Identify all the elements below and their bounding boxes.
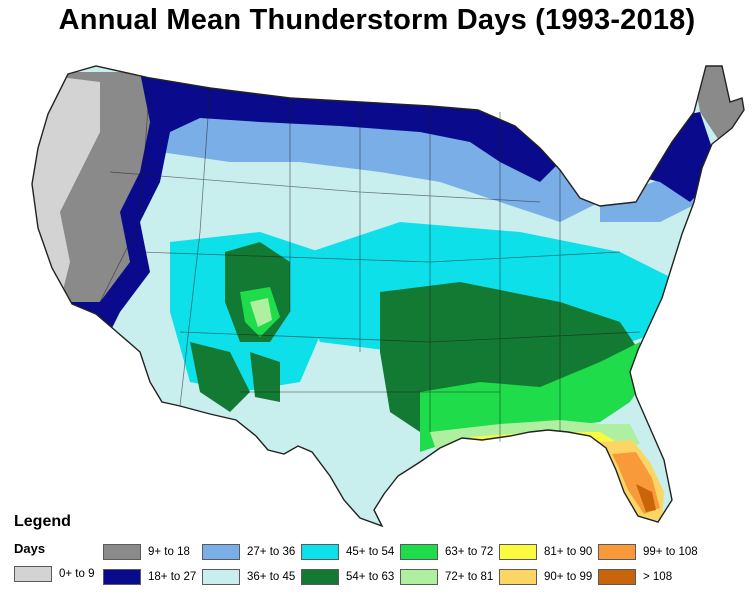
legend-swatch: [103, 569, 141, 585]
legend-label: 9+ to 18: [148, 546, 190, 558]
legend-label: 18+ to 27: [148, 571, 197, 583]
legend-swatch: [400, 544, 438, 560]
legend-label: 0+ to 9: [59, 568, 95, 580]
legend-label: 90+ to 99: [544, 571, 593, 583]
legend-label: 99+ to 108: [643, 546, 698, 558]
legend-swatch: [598, 569, 636, 585]
legend-swatch: [202, 569, 240, 585]
legend-label: 63+ to 72: [445, 546, 494, 558]
legend-swatch: [103, 544, 141, 560]
legend-label: 72+ to 81: [445, 571, 494, 583]
legend-label: 54+ to 63: [346, 571, 395, 583]
legend-label: 27+ to 36: [247, 546, 296, 558]
legend-label: 81+ to 90: [544, 546, 593, 558]
legend-swatch: [400, 569, 438, 585]
us-thunderstorm-map: [0, 52, 754, 532]
legend-swatch: [499, 544, 537, 560]
legend-subtitle: Days: [14, 541, 46, 556]
legend-swatch: [202, 544, 240, 560]
legend-swatch: [301, 544, 339, 560]
legend-swatch: [14, 566, 52, 582]
legend-label: > 108: [643, 571, 673, 583]
legend-label: 36+ to 45: [247, 571, 296, 583]
legend-swatch: [301, 569, 339, 585]
legend-title: Legend: [14, 513, 71, 530]
legend-swatch: [598, 544, 636, 560]
legend-label: 45+ to 54: [346, 546, 395, 558]
map-title: Annual Mean Thunderstorm Days (1993-2018…: [58, 4, 696, 36]
legend-swatch: [499, 569, 537, 585]
